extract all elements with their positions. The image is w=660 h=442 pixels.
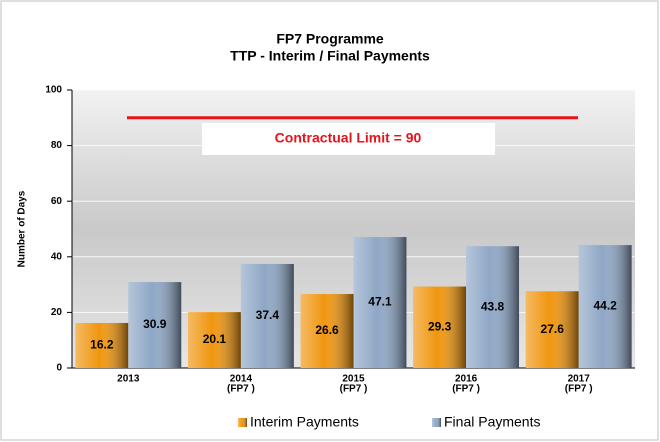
bar-shade [300,294,354,368]
data-label: 44.2 [593,299,617,313]
data-label: 20.1 [203,332,227,346]
x-tick-label: (FP7 ) [340,384,368,395]
annotation-text: Contractual Limit = 90 [275,130,422,146]
data-label: 29.3 [428,319,452,333]
data-label: 26.6 [315,323,339,337]
bar-shade [578,245,632,368]
chart-title: FP7 Programme [276,31,384,47]
chart-title: TTP - Interim / Final Payments [230,48,430,64]
y-tick-label: 100 [45,85,62,96]
x-tick-label: 2014 [230,374,253,385]
data-label: 30.9 [143,317,167,331]
data-label: 16.2 [90,338,114,352]
bar-shade [413,286,467,368]
bar-shade [466,246,520,368]
bar-shade [353,237,407,368]
data-label: 47.1 [368,295,392,309]
x-tick-label: 2013 [117,374,140,385]
y-axis-label: Number of Days [17,190,28,267]
bar-shade [240,264,294,368]
annotation-box [202,123,495,155]
legend-label: Final Payments [444,414,540,430]
bar-shade [525,291,579,368]
legend-swatch-shade [432,418,441,427]
bar-shade [128,282,182,368]
bar-shade [75,322,129,368]
x-tick-label: 2017 [568,374,591,385]
x-tick-label: 2016 [455,374,478,385]
x-tick-label: (FP7 ) [565,384,593,395]
bar-shade [187,312,241,368]
data-label: 37.4 [256,308,280,322]
legend-label: Interim Payments [250,414,359,430]
data-label: 43.8 [481,299,505,313]
y-tick-label: 0 [56,363,62,374]
x-tick-label: (FP7 ) [227,384,255,395]
y-tick-label: 80 [51,140,63,151]
y-tick-label: 40 [51,251,63,262]
data-label: 27.6 [541,322,565,336]
legend-swatch-shade [238,418,247,427]
x-tick-label: 2015 [342,374,365,385]
x-tick-label: (FP7 ) [452,384,480,395]
y-tick-label: 60 [51,196,63,207]
y-tick-label: 20 [51,307,63,318]
